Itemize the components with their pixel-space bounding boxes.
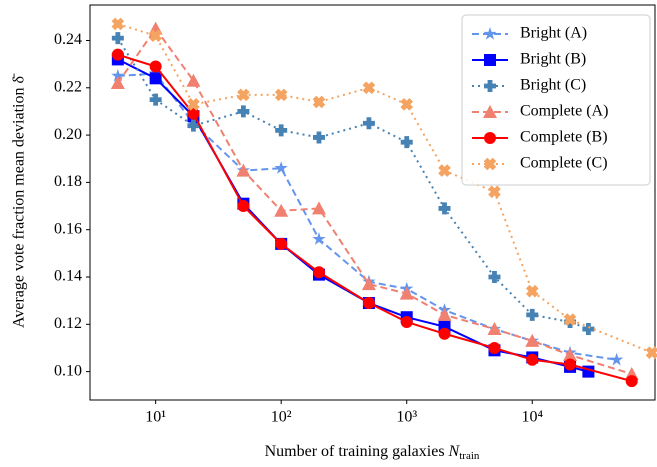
marker (361, 277, 376, 291)
marker (236, 163, 251, 177)
marker (525, 284, 539, 298)
y-tick-label: 0.24 (54, 31, 82, 48)
y-axis-label: Average vote fraction mean deviation δ̄ (11, 73, 28, 328)
y-tick-label: 0.22 (54, 78, 82, 95)
marker (362, 297, 375, 310)
x-axis-label: Number of training galaxies Ntrain (265, 443, 480, 462)
marker (526, 308, 539, 321)
legend-label: Bright (B) (520, 51, 586, 68)
marker (274, 161, 288, 174)
marker (187, 107, 200, 120)
marker (563, 348, 578, 362)
y-tick-label: 0.10 (54, 362, 82, 379)
legend-marker (484, 132, 496, 144)
marker (312, 266, 325, 279)
legend-label: Complete (C) (520, 155, 608, 172)
marker (437, 307, 452, 321)
marker (275, 124, 288, 137)
marker (111, 48, 124, 61)
marker (149, 72, 162, 85)
marker (275, 237, 288, 250)
marker (399, 286, 414, 300)
marker (237, 105, 250, 118)
marker (582, 323, 595, 336)
plot-frame (89, 4, 656, 401)
x-tick-label: 10³ (396, 409, 417, 426)
marker (488, 271, 501, 284)
marker (312, 131, 325, 144)
marker (488, 341, 501, 354)
marker (111, 32, 124, 45)
marker (149, 60, 162, 73)
y-tick-label: 0.12 (54, 315, 82, 332)
legend-label: Bright (C) (520, 77, 586, 94)
marker (563, 313, 577, 326)
legend-label: Complete (A) (520, 103, 608, 120)
legend-marker (483, 27, 497, 40)
legend-marker (483, 105, 497, 118)
marker (645, 346, 657, 359)
marker (400, 98, 414, 111)
y-tick-label: 0.14 (54, 268, 82, 285)
marker (487, 322, 502, 336)
marker (149, 93, 162, 106)
x-tick-label: 10⁴ (521, 409, 543, 426)
marker (312, 95, 326, 109)
marker (111, 68, 125, 82)
marker (149, 29, 162, 43)
x-tick-label: 10² (271, 409, 292, 426)
marker (609, 352, 624, 366)
legend-box (461, 14, 651, 186)
marker (312, 232, 326, 245)
marker (488, 185, 501, 199)
marker (564, 358, 577, 371)
marker (186, 73, 201, 87)
y-tick-label: 0.20 (54, 126, 82, 143)
marker (438, 164, 451, 177)
legend-marker (483, 157, 497, 171)
marker (311, 201, 326, 215)
marker (525, 333, 540, 347)
marker (400, 136, 413, 149)
marker (237, 88, 250, 102)
y-tick-label: 0.18 (54, 173, 82, 190)
legend-label: Bright (A) (520, 25, 587, 42)
marker (438, 202, 451, 215)
legend-marker (484, 80, 496, 92)
marker (237, 200, 250, 213)
marker (625, 375, 638, 388)
marker (111, 17, 125, 31)
marker (274, 88, 288, 102)
marker (187, 119, 200, 132)
marker (110, 76, 125, 90)
marker (362, 81, 376, 95)
marker (526, 353, 539, 366)
marker (438, 327, 451, 340)
legend-label: Complete (B) (520, 129, 608, 146)
legend-marker (484, 54, 496, 66)
marker (400, 315, 413, 328)
marker (362, 117, 375, 130)
y-tick-label: 0.16 (54, 220, 82, 237)
marker (274, 203, 289, 217)
x-tick-label: 10¹ (145, 409, 166, 426)
marker (187, 98, 200, 111)
